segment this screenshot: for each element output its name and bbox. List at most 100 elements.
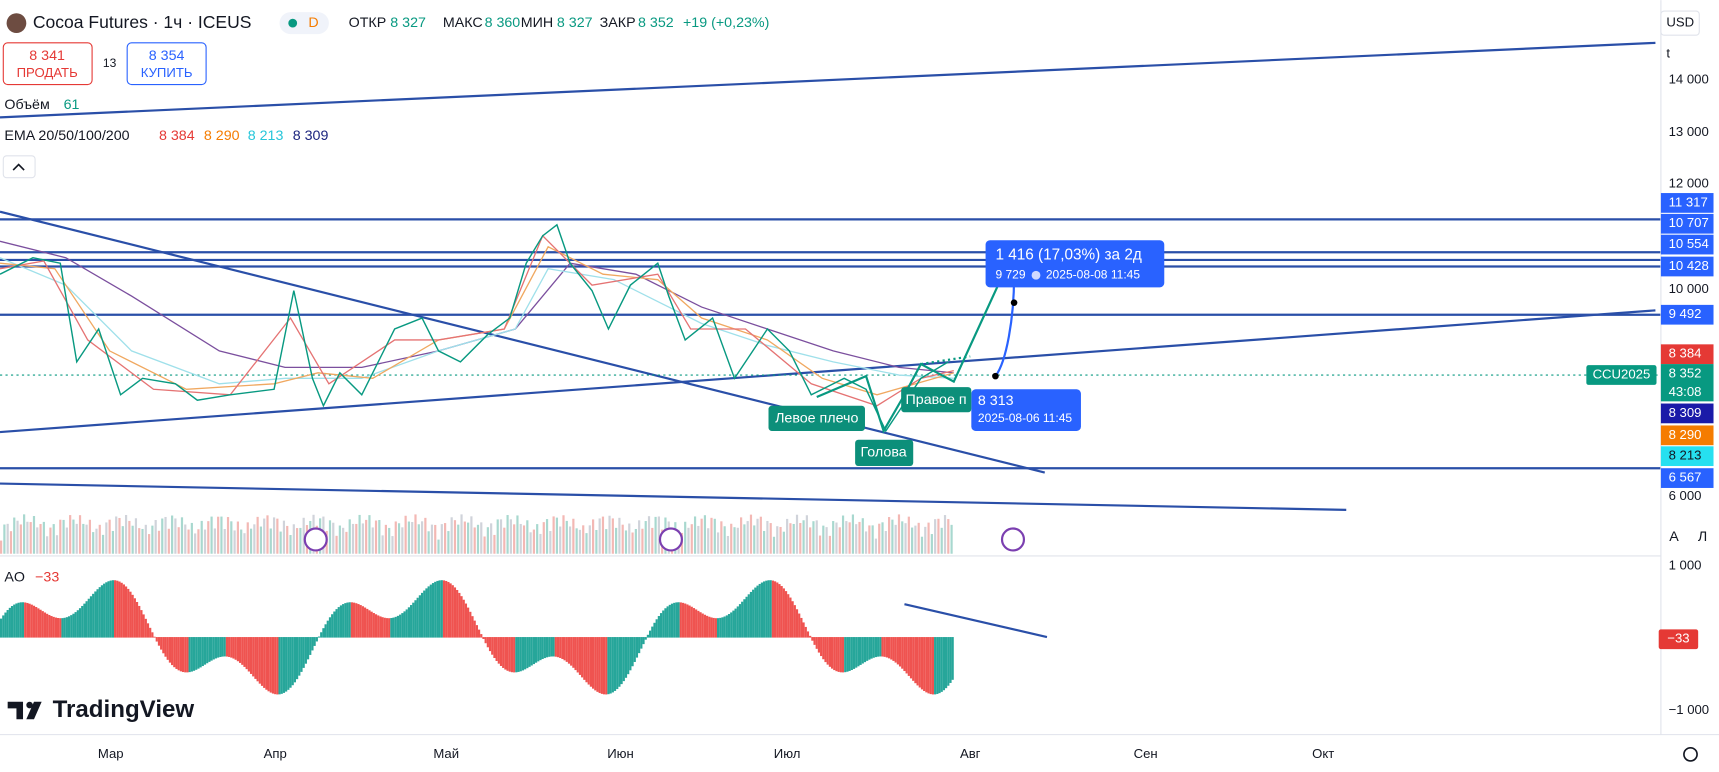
ao-bar <box>427 586 430 638</box>
ao-bar <box>567 637 571 664</box>
sell-button[interactable] <box>2 42 93 86</box>
ao-bar <box>195 637 198 670</box>
ao-bar <box>719 617 722 638</box>
ao-bar <box>111 580 115 638</box>
volume-bar <box>397 523 401 554</box>
volume-bar <box>460 514 463 554</box>
volume-bar <box>3 524 6 554</box>
time-axis: Мар Апр Май Июн Июл Авг Сен Окт <box>98 746 1334 761</box>
ao-bar <box>537 637 540 662</box>
ao-bar <box>841 637 845 673</box>
ao-bar <box>811 637 814 641</box>
ao-bar <box>664 608 667 638</box>
ao-bar <box>429 584 432 638</box>
ao-bar <box>596 637 599 692</box>
ao-bar <box>304 637 307 664</box>
volume-bar <box>608 515 611 554</box>
price-label: 9 492 <box>1669 306 1702 321</box>
ohlc-value: 8 360 <box>485 15 521 31</box>
volume-bar <box>6 523 9 554</box>
ao-bar <box>197 637 200 669</box>
ao-bar <box>657 616 660 638</box>
ao-bar <box>572 637 575 668</box>
volume-bar <box>391 536 394 554</box>
ao-bar <box>938 637 941 694</box>
ao-tick: −1 000 <box>1669 702 1710 717</box>
volume-bar <box>700 518 703 554</box>
volume-bar <box>522 525 526 554</box>
measure-date: 2025-08-08 11:45 <box>1046 267 1141 281</box>
ao-bar <box>276 637 279 695</box>
ao-bar <box>243 637 246 667</box>
volume-bar <box>874 538 878 554</box>
ao-label: AO <box>4 570 25 586</box>
ao-bar <box>732 610 735 638</box>
ao-bar <box>15 603 18 638</box>
ao-bar <box>513 637 516 673</box>
ao-bar <box>127 588 130 638</box>
price-label: 8 309 <box>1669 405 1702 420</box>
ao-bar <box>94 591 97 638</box>
spread: 13 <box>103 56 117 70</box>
ao-bar <box>361 606 364 638</box>
ao-bar <box>495 637 498 661</box>
price-label: 8 213 <box>1669 448 1702 463</box>
volume-bar <box>26 521 29 554</box>
volume-bar <box>740 517 743 554</box>
volume-bar <box>585 533 588 554</box>
volume-bar <box>420 521 424 554</box>
volume-bar <box>358 514 361 554</box>
ao-bar <box>206 637 209 664</box>
price-tick: 12 000 <box>1669 176 1709 191</box>
volume-bar <box>562 515 565 554</box>
event-icon[interactable] <box>303 527 328 552</box>
ao-bar <box>554 637 557 657</box>
ao-bar <box>561 637 564 660</box>
volume-bar <box>904 523 907 554</box>
ao-bar <box>160 637 163 650</box>
ao-bar <box>52 616 55 638</box>
ao-bar <box>449 583 452 638</box>
event-icon[interactable] <box>1000 527 1026 552</box>
ao-bar <box>806 631 810 638</box>
ao-bar <box>306 637 310 660</box>
ao-bar <box>504 637 507 670</box>
volume-bar <box>588 525 591 554</box>
ao-bar <box>721 617 724 638</box>
ao-bar <box>804 626 807 638</box>
currency-button[interactable] <box>1660 10 1700 36</box>
ao-bar <box>278 637 281 695</box>
event-icon[interactable] <box>658 527 683 552</box>
time-tick: Окт <box>1312 746 1334 761</box>
ao-bar <box>260 637 264 686</box>
volume-bar <box>29 522 32 554</box>
price-label-bg <box>1660 364 1714 402</box>
ao-bar <box>559 637 562 658</box>
ao-bar <box>510 637 514 673</box>
settings-icon[interactable] <box>1683 746 1698 762</box>
volume-bar <box>687 527 690 554</box>
ao-bar <box>144 618 147 638</box>
buy-button[interactable] <box>126 42 207 86</box>
scale-button[interactable] <box>1661 525 1687 550</box>
ao-bar <box>177 637 180 671</box>
collapse-button[interactable] <box>2 155 36 179</box>
ao-bar <box>848 637 851 671</box>
ao-bar <box>269 637 272 693</box>
point-date: 2025-08-06 11:45 <box>978 411 1073 425</box>
price-label-bg <box>1660 344 1714 365</box>
volume-bar <box>355 523 358 554</box>
scale-button[interactable] <box>1690 525 1715 550</box>
ao-bar <box>534 637 538 663</box>
ao-bar <box>399 614 402 638</box>
ao-bar <box>951 637 954 680</box>
ao-bar <box>223 637 226 657</box>
volume-bar <box>845 521 848 554</box>
price-tick: 14 000 <box>1669 72 1709 87</box>
volume-bar <box>194 533 197 554</box>
ao-bar <box>114 580 117 638</box>
volume-bar <box>776 526 779 554</box>
volume-bar <box>779 526 782 554</box>
ao-bar <box>291 637 294 686</box>
ao-bar <box>923 637 926 692</box>
